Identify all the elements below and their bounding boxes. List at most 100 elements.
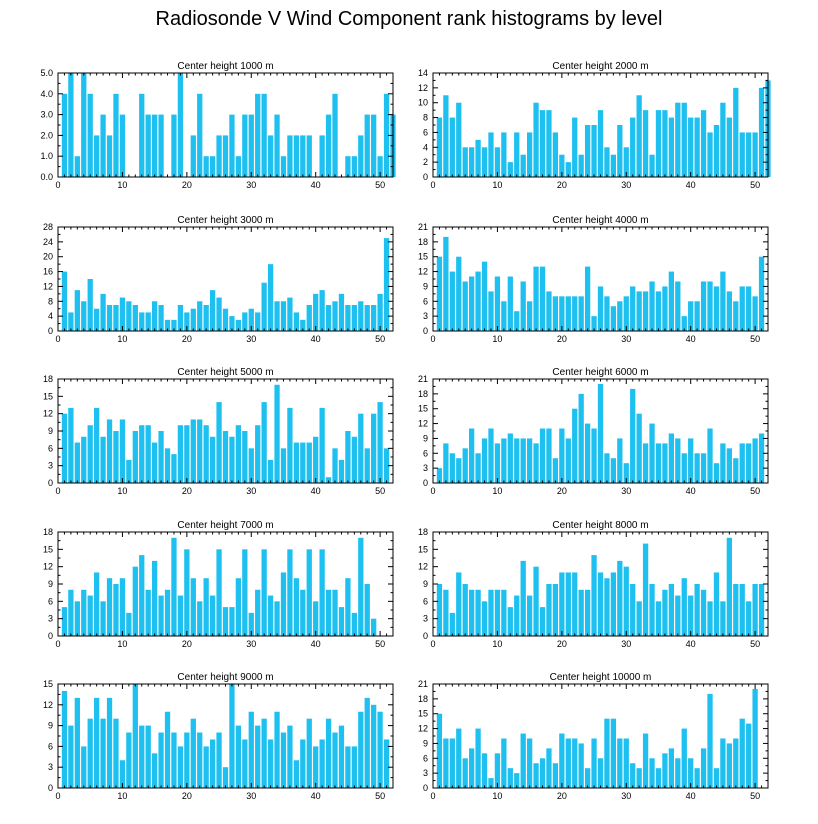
histogram-bar <box>325 589 332 636</box>
histogram-bar <box>733 584 739 636</box>
histogram-bar <box>739 132 745 177</box>
histogram-bar <box>203 578 209 636</box>
histogram-bar <box>171 537 177 636</box>
panel-title: Center height 3000 m <box>177 215 273 226</box>
x-tick-label: 30 <box>246 180 256 190</box>
y-tick-label: 12 <box>43 281 53 291</box>
histogram-bar <box>139 725 145 788</box>
histogram-bar <box>539 428 546 483</box>
histogram-bar <box>87 718 93 788</box>
histogram-bar <box>456 458 462 483</box>
histogram-bar <box>707 693 713 788</box>
x-tick-label: 20 <box>182 180 192 190</box>
histogram-bar <box>197 419 203 483</box>
x-tick-label: 50 <box>750 180 760 190</box>
histogram-bar <box>287 135 293 177</box>
histogram-bar <box>700 110 707 177</box>
histogram-bar <box>713 572 720 636</box>
histogram-bar <box>533 566 539 636</box>
histogram-bar <box>209 739 216 788</box>
histogram-bar <box>216 135 222 177</box>
histogram-bar <box>469 589 475 636</box>
histogram-bar <box>591 428 597 483</box>
x-tick-label: 20 <box>557 180 567 190</box>
histogram-bar <box>94 135 100 177</box>
histogram-bar <box>681 102 687 177</box>
histogram-bar <box>604 578 610 636</box>
histogram-bar <box>565 438 571 483</box>
histogram-bar <box>488 428 494 483</box>
histogram-bar <box>332 301 338 331</box>
histogram-bar <box>739 286 745 331</box>
histogram-bar <box>293 312 299 331</box>
histogram-bar <box>106 578 113 636</box>
histogram-bar <box>662 589 668 636</box>
histogram-bar <box>132 305 138 331</box>
histogram-bar <box>746 601 752 636</box>
y-tick-label: 6 <box>48 596 53 606</box>
y-tick-label: 15 <box>43 544 53 554</box>
histogram-bar <box>623 463 629 483</box>
histogram-bar <box>267 459 274 483</box>
x-tick-label: 40 <box>311 639 321 649</box>
x-tick-label: 30 <box>621 639 631 649</box>
histogram-bar <box>630 388 636 483</box>
histogram-bar <box>338 459 345 483</box>
y-tick-label: 9 <box>423 433 428 443</box>
histogram-bar <box>171 114 177 177</box>
histogram-bar <box>222 767 229 788</box>
x-tick-label: 50 <box>375 180 385 190</box>
histogram-bar <box>688 758 694 788</box>
histogram-bar <box>345 156 351 177</box>
histogram-bar <box>604 453 610 483</box>
panel-title: Center height 10000 m <box>550 672 652 683</box>
histogram-bar <box>584 589 591 636</box>
histogram-bar <box>572 117 578 177</box>
histogram-bar <box>319 739 325 788</box>
histogram-bar <box>552 296 559 331</box>
histogram-bar <box>94 572 100 636</box>
histogram-bar <box>293 760 299 788</box>
histogram-bar <box>197 301 203 331</box>
histogram-bar <box>364 305 370 331</box>
histogram-bar <box>578 393 584 483</box>
histogram-bar <box>319 407 325 483</box>
y-tick-label: 15 <box>418 404 428 414</box>
histogram-bar <box>293 578 299 636</box>
histogram-bar <box>197 601 203 636</box>
histogram-bar <box>255 425 261 483</box>
histogram-bar <box>306 135 312 177</box>
x-tick-label: 0 <box>430 639 435 649</box>
histogram-bar <box>565 162 571 177</box>
y-tick-label: 15 <box>43 391 53 401</box>
histogram-bar <box>481 261 488 331</box>
x-tick-label: 20 <box>182 334 192 344</box>
histogram-bar <box>533 443 539 483</box>
histogram-bar <box>475 139 481 177</box>
y-tick-label: 9 <box>423 579 428 589</box>
x-tick-label: 0 <box>55 639 60 649</box>
histogram-bar <box>222 607 229 636</box>
histogram-bar <box>572 572 578 636</box>
histogram-bar <box>209 436 216 483</box>
histogram-bar <box>481 601 488 636</box>
histogram-bar <box>113 305 119 331</box>
histogram-bar <box>623 296 629 331</box>
histogram-bar <box>539 110 546 177</box>
histogram-bar <box>235 578 242 636</box>
histogram-bar <box>584 266 591 331</box>
histogram-bar <box>87 93 93 177</box>
x-tick-label: 20 <box>557 486 567 496</box>
histogram-bar <box>68 725 74 788</box>
histogram-bar <box>733 87 739 177</box>
histogram-bar <box>139 425 145 483</box>
histogram-bar <box>578 743 584 788</box>
y-tick-label: 2.0 <box>40 130 53 140</box>
histogram-bar <box>158 595 164 636</box>
y-tick-label: 2 <box>423 157 428 167</box>
histogram-bar <box>306 442 312 483</box>
histogram-bar <box>261 282 267 331</box>
histogram-bar <box>469 428 475 483</box>
histogram-bar <box>106 419 113 483</box>
